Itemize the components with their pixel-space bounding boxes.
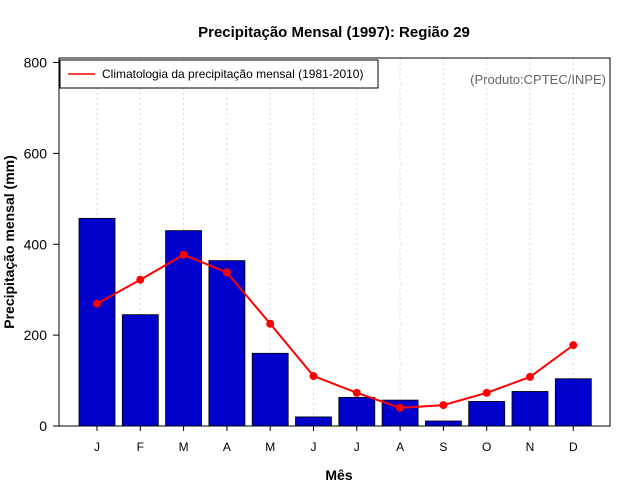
chart-title: Precipitação Mensal (1997): Região 29	[198, 24, 470, 41]
x-tick-label: N	[526, 440, 535, 454]
climatology-polyline	[96, 253, 574, 409]
bar	[554, 378, 592, 427]
plot-frame	[58, 57, 611, 427]
bar	[208, 260, 246, 427]
climatology-point	[439, 401, 448, 410]
legend-box	[59, 59, 379, 89]
x-tick-label: M	[265, 440, 275, 454]
y-tick-label: 0	[39, 418, 47, 434]
x-tick-label: D	[569, 440, 578, 454]
x-tick-label: F	[137, 440, 144, 454]
y-tick-label: 400	[24, 236, 48, 252]
bar	[295, 416, 332, 427]
bar	[338, 396, 376, 427]
climatology-point	[352, 388, 361, 397]
x-tick-label: J	[94, 440, 100, 454]
y-axis-label: Precipitação mensal (mm)	[1, 155, 17, 329]
y-tick-label: 800	[24, 55, 48, 71]
climatology-point	[309, 372, 318, 381]
bar	[78, 217, 116, 427]
y-tick-label: 200	[24, 327, 48, 343]
bar	[165, 230, 203, 427]
climatology-point	[396, 403, 405, 412]
y-tick-label: 600	[24, 145, 48, 161]
x-tick-label: J	[311, 440, 317, 454]
x-tick-label: M	[179, 440, 189, 454]
bar	[121, 314, 159, 427]
x-axis-label: Mês	[325, 467, 352, 483]
x-tick-label: O	[482, 440, 491, 454]
bars	[78, 217, 592, 427]
climatology-point	[482, 388, 491, 397]
climatology-point	[266, 319, 275, 328]
bar	[511, 391, 549, 427]
climatology-point	[136, 275, 145, 284]
climatology-line	[93, 250, 578, 412]
climatology-point	[179, 250, 188, 259]
climatology-point	[526, 372, 534, 381]
legend: Climatologia da precipitação mensal (198…	[59, 59, 379, 89]
source-annotation: (Produto:CPTEC/INPE)	[470, 72, 606, 87]
climatology-point	[569, 341, 578, 350]
y-axis: 0 200 400 600 800	[24, 55, 59, 434]
bar	[424, 420, 462, 427]
x-tick-label: A	[396, 440, 404, 454]
x-tick-label: S	[439, 440, 447, 454]
x-tick-label: J	[354, 440, 360, 454]
bar	[468, 401, 506, 427]
climatology-point	[93, 299, 101, 308]
x-tick-label: A	[223, 440, 231, 454]
bar	[251, 352, 289, 427]
climatology-point	[222, 268, 231, 277]
legend-label: Climatologia da precipitação mensal (198…	[102, 67, 363, 81]
